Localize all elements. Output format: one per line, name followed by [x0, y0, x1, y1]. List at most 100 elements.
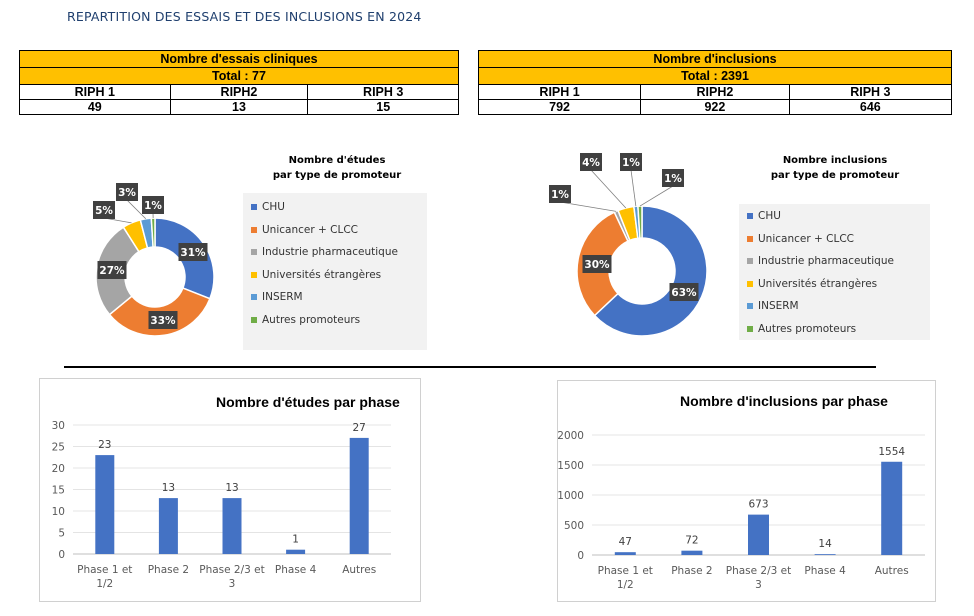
- donut-etudes-legend: CHU Unicancer + CLCC Industrie pharmaceuti…: [243, 193, 427, 350]
- donut-inclusions-slice-autres: [637, 205, 643, 239]
- inclusions-col-riph1: RIPH 1: [477, 84, 642, 100]
- bar-etudes-category-label: Autres: [342, 564, 376, 576]
- bar-inclusions-bar: [748, 514, 769, 555]
- bar-etudes-value-label: 13: [162, 482, 175, 494]
- donut-etudes-legend-item-universites: Universités étrangères: [243, 264, 427, 287]
- donut-inclusions-label-bg-industrie: [549, 185, 571, 203]
- donut-etudes-label-bg-inserm: [116, 183, 138, 201]
- donut-etudes-label-inserm: 3%: [118, 187, 136, 199]
- bar-inclusions-value-label: 47: [619, 536, 632, 548]
- bar-inclusions-value-label: 1554: [878, 446, 905, 458]
- donut-etudes-legend-label-unicancer: Unicancer + CLCC: [262, 223, 358, 236]
- donut-etudes-legend-label-universites: Universités étrangères: [262, 268, 382, 281]
- donut-etudes-legend-swatch-autres: [251, 316, 257, 323]
- bar-inclusions-bar: [814, 554, 836, 555]
- donut-inclusions-label-inserm: 1%: [622, 157, 640, 169]
- bar-etudes-ytick-label: 15: [52, 485, 65, 497]
- donut-inclusions-legend-item-inserm: INSERM: [739, 295, 930, 318]
- bar-etudes-ytick-label: 30: [52, 420, 65, 432]
- bar-etudes-ytick-label: 0: [58, 549, 65, 561]
- donut-inclusions-legend-swatch-universites: [747, 280, 753, 287]
- bar-etudes-ytick-label: 10: [52, 506, 65, 518]
- inclusions-col-riph3: RIPH 3: [788, 84, 953, 100]
- donut-inclusions-legend-item-industrie: Industrie pharmaceutique: [739, 250, 930, 273]
- bar-inclusions-chart: 0 500 1000 1500 2000 47 Phase 1 et 1/2 72 Phase 2…: [558, 430, 925, 591]
- essais-col-riph2: RIPH2: [169, 84, 309, 100]
- bar-etudes-value-label: 23: [98, 439, 111, 451]
- bar-inclusions-category-label: Phase 2: [671, 565, 712, 577]
- donut-etudes-label-autres: 1%: [144, 200, 162, 212]
- bar-etudes-category-label: Phase 2/3 et: [199, 564, 265, 576]
- donut-etudes-label-bg-chu: [178, 243, 208, 261]
- essais-val-riph3: 15: [307, 99, 459, 115]
- bar-etudes-panel: Nombre d'études par phase 0 5 10 15 20 25 30 23…: [39, 378, 421, 602]
- donut-inclusions-legend-swatch-unicancer: [747, 235, 753, 242]
- donut-inclusions-label-autres: 1%: [664, 173, 682, 185]
- inclusions-val-riph2: 922: [640, 99, 790, 115]
- bar-inclusions-category-label: Phase 1 et: [598, 565, 653, 577]
- donut-etudes-legend-swatch-inserm: [251, 294, 257, 301]
- essais-table-title: Nombre d'essais cliniques: [19, 50, 459, 68]
- bar-etudes-category-label: 1/2: [96, 578, 113, 590]
- donut-inclusions-legend-label-universites: Universités étrangères: [758, 277, 878, 290]
- essais-table-total: Total : 77: [19, 67, 459, 85]
- bar-inclusions-value-label: 72: [685, 535, 698, 547]
- inclusions-col-riph2: RIPH2: [640, 84, 790, 100]
- donut-etudes-label-unicancer: 33%: [150, 315, 176, 327]
- donut-inclusions-legend-swatch-industrie: [747, 258, 753, 265]
- inclusions-table-total: Total : 2391: [478, 67, 952, 85]
- donut-etudes-legend-label-autres: Autres promoteurs: [262, 313, 361, 326]
- essais-col-riph1: RIPH 1: [19, 84, 171, 100]
- bar-etudes-bar: [349, 437, 369, 554]
- inclusions-val-riph3: 646: [788, 99, 953, 115]
- donut-etudes-legend-swatch-unicancer: [251, 226, 257, 233]
- bar-etudes-value-label: 13: [225, 482, 238, 494]
- donut-inclusions-legend-label-inserm: INSERM: [758, 300, 799, 313]
- donut-etudes-label-industrie: 27%: [99, 265, 125, 277]
- donut-inclusions-label-bg-chu: [669, 283, 699, 301]
- bar-inclusions-bar: [614, 552, 636, 555]
- donut-inclusions-label-universites: 4%: [582, 157, 600, 169]
- donut-inclusions-label-industrie: 1%: [551, 189, 569, 201]
- donut-etudes-legend-item-industrie: Industrie pharmaceutique: [243, 241, 427, 264]
- donut-etudes-label-universites: 5%: [95, 205, 113, 217]
- bar-etudes-bar: [286, 549, 306, 554]
- donut-inclusions-leader-universites: [590, 169, 627, 209]
- donut-inclusions-legend-label-industrie: Industrie pharmaceutique: [758, 255, 894, 268]
- donut-inclusions-slice-chu: [593, 205, 708, 337]
- donut-etudes-legend-label-inserm: INSERM: [262, 291, 303, 304]
- bar-inclusions-category-label: 3: [755, 579, 762, 591]
- donut-inclusions-legend-item-universites: Universités étrangères: [739, 273, 930, 296]
- donut-inclusions-leader-inserm: [630, 169, 637, 207]
- donut-etudes-title: Nombre d'études par type de promoteur: [262, 153, 412, 183]
- donut-etudes-legend-swatch-universites: [251, 271, 257, 278]
- section-divider: [64, 366, 876, 368]
- page-title: REPARTITION DES ESSAIS ET DES INCLUSIONS…: [67, 9, 422, 24]
- bar-inclusions-value-label: 14: [818, 538, 832, 550]
- donut-inclusions-title-line1: Nombre inclusions: [782, 155, 888, 166]
- donut-etudes-title-line2: par type de promoteur: [272, 170, 402, 181]
- donut-inclusions-legend-item-unicancer: Unicancer + CLCC: [739, 228, 930, 251]
- donut-inclusions-legend-swatch-chu: [747, 213, 753, 220]
- donut-inclusions-label-bg-autres: [662, 169, 684, 187]
- inclusions-table-title: Nombre d'inclusions: [478, 50, 952, 68]
- donut-inclusions-chart: 63% 30% 1% 4% 1% 1%: [549, 153, 708, 337]
- bar-inclusions-value-label: 673: [748, 499, 768, 511]
- bar-etudes-category-label: Phase 1 et: [77, 564, 132, 576]
- donut-inclusions-title: Nombre inclusions par type de promoteur: [760, 153, 910, 183]
- inclusions-val-riph1: 792: [477, 99, 642, 115]
- donut-etudes-title-line1: Nombre d'études: [288, 155, 386, 166]
- bar-inclusions-category-label: Autres: [875, 565, 909, 577]
- donut-etudes-label-bg-autres: [142, 196, 164, 214]
- donut-etudes-legend-swatch-chu: [251, 204, 257, 211]
- donut-inclusions-legend-swatch-autres: [747, 325, 753, 332]
- bar-etudes-category-label: Phase 4: [275, 564, 317, 576]
- donut-inclusions-label-chu: 63%: [671, 287, 697, 299]
- bar-etudes-title: Nombre d'études par phase: [216, 394, 400, 410]
- bar-inclusions-ytick-label: 1500: [558, 460, 584, 472]
- bar-inclusions-bar: [881, 461, 903, 555]
- donut-inclusions-legend-item-autres: Autres promoteurs: [739, 318, 930, 341]
- donut-inclusions-label-bg-unicancer: [582, 255, 612, 273]
- bar-inclusions-category-label: Phase 2/3 et: [726, 565, 792, 577]
